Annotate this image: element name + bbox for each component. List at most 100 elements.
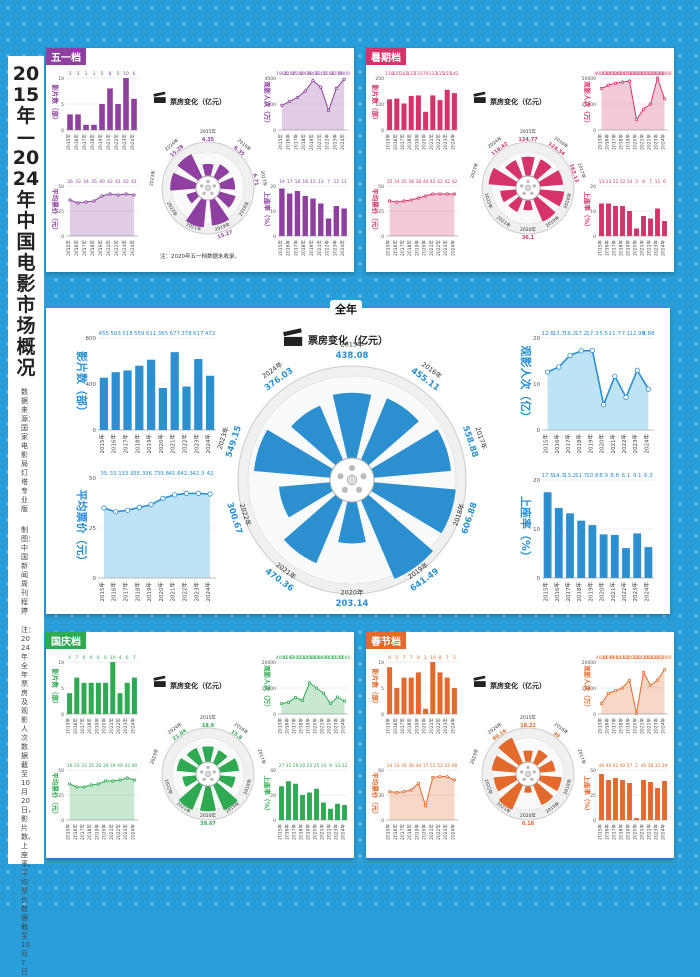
year-label: 2024年 bbox=[660, 134, 667, 150]
year-label: 2024年 bbox=[660, 718, 667, 734]
bg-dot bbox=[358, 86, 362, 90]
wheel-year-label: 2015年 bbox=[200, 714, 216, 721]
bg-dot bbox=[70, 614, 74, 618]
bg-dot bbox=[342, 294, 346, 298]
bg-dot bbox=[662, 38, 666, 42]
year-label: 2019年 bbox=[413, 240, 420, 256]
bar-occupancy bbox=[342, 805, 347, 820]
bar-occupancy bbox=[641, 780, 646, 820]
hub-bolt bbox=[212, 184, 216, 188]
area-audience bbox=[281, 79, 345, 130]
footnote: 注：2024年全年票房及观影人次数据截至10月20日，影片数、上座率、平均票价数… bbox=[21, 626, 35, 976]
point-audience bbox=[612, 373, 618, 379]
year-label: 2022年 bbox=[115, 718, 122, 734]
point-price bbox=[116, 193, 120, 197]
data-label: 10 bbox=[627, 179, 633, 185]
year-label: 2024年 bbox=[449, 240, 456, 256]
data-label: 37 bbox=[627, 763, 633, 769]
bar-films bbox=[99, 104, 105, 130]
tick-label: 0 bbox=[61, 818, 64, 824]
bg-dot bbox=[470, 294, 474, 298]
year-label: 2021年 bbox=[639, 718, 646, 734]
year-label: 2015年 bbox=[542, 434, 550, 454]
point-price bbox=[132, 193, 136, 197]
data-label: 6.3 bbox=[644, 473, 653, 479]
bar-occupancy bbox=[302, 196, 308, 236]
bg-dot bbox=[678, 294, 682, 298]
bar-films bbox=[451, 688, 457, 714]
year-label: 2017年 bbox=[292, 134, 299, 150]
bg-dot bbox=[646, 902, 650, 906]
boxoffice-title: 票房变化（亿元） bbox=[489, 97, 546, 106]
point-audience bbox=[286, 700, 291, 704]
bg-dot bbox=[166, 38, 170, 42]
bar-occupancy bbox=[300, 795, 305, 820]
bar-occupancy bbox=[648, 218, 653, 236]
bg-dot bbox=[630, 38, 634, 42]
bg-dot bbox=[214, 886, 218, 890]
year-label: 2022年 bbox=[646, 718, 653, 734]
bg-dot bbox=[406, 902, 410, 906]
year-label: 2024年 bbox=[449, 718, 456, 734]
year-label: 2018年 bbox=[300, 134, 307, 150]
bg-dot bbox=[678, 886, 682, 890]
bar-films bbox=[394, 688, 400, 714]
point-price bbox=[416, 196, 421, 200]
bg-dot bbox=[630, 294, 634, 298]
year-label: 2015年 bbox=[65, 718, 72, 734]
data-label: 34 bbox=[394, 179, 400, 185]
bg-dot bbox=[262, 870, 266, 874]
data-label: 27 bbox=[279, 763, 285, 769]
bg-dot bbox=[518, 886, 522, 890]
data-label: 4 bbox=[119, 655, 122, 661]
bg-dot bbox=[38, 38, 42, 42]
bg-dot bbox=[678, 470, 682, 474]
bg-dot bbox=[678, 774, 682, 778]
wheel-year-label: 2015年 bbox=[340, 340, 364, 349]
year-label: 2024年 bbox=[449, 134, 456, 150]
bg-dot bbox=[326, 22, 330, 26]
point-audience bbox=[641, 670, 646, 675]
bg-dot bbox=[678, 630, 682, 634]
bg-dot bbox=[646, 886, 650, 890]
bg-dot bbox=[182, 278, 186, 282]
bg-dot bbox=[678, 742, 682, 746]
bg-dot bbox=[566, 614, 570, 618]
point-price bbox=[431, 192, 435, 196]
bg-dot bbox=[294, 22, 298, 26]
wheel-label: 2015年 18.22 bbox=[520, 714, 536, 729]
bar-occupancy bbox=[566, 513, 574, 578]
bg-dot bbox=[422, 22, 426, 26]
boxoffice-title: 票房变化（亿元） bbox=[169, 97, 226, 106]
point-price bbox=[124, 192, 128, 196]
bar-films bbox=[394, 98, 400, 130]
bg-dot bbox=[6, 22, 10, 26]
data-label: 11.7 bbox=[609, 331, 622, 337]
data-label: 10 bbox=[430, 655, 436, 661]
bg-dot bbox=[166, 6, 170, 10]
bg-dot bbox=[246, 886, 250, 890]
point-audience bbox=[620, 80, 625, 84]
clapperboard-icon bbox=[153, 91, 166, 103]
data-label: 503 bbox=[110, 331, 121, 337]
bg-dot bbox=[150, 886, 154, 890]
point-audience bbox=[295, 95, 300, 100]
tick-label: 0 bbox=[381, 818, 384, 824]
bg-dot bbox=[454, 870, 458, 874]
bg-dot bbox=[70, 278, 74, 282]
year-label: 2018年 bbox=[133, 582, 141, 602]
bg-dot bbox=[54, 294, 58, 298]
bg-dot bbox=[150, 278, 154, 282]
bg-dot bbox=[358, 886, 362, 890]
data-label: 17.3 bbox=[586, 331, 599, 337]
bg-dot bbox=[230, 294, 234, 298]
data-label: 7 bbox=[446, 655, 449, 661]
hub-bolt bbox=[360, 473, 367, 480]
hub-bolt bbox=[532, 770, 536, 774]
bg-dot bbox=[278, 278, 282, 282]
data-label: 6 bbox=[133, 71, 136, 77]
bar-films bbox=[131, 98, 137, 130]
year-label: 2023年 bbox=[653, 240, 660, 256]
bg-dot bbox=[246, 614, 250, 618]
bg-dot bbox=[566, 6, 570, 10]
